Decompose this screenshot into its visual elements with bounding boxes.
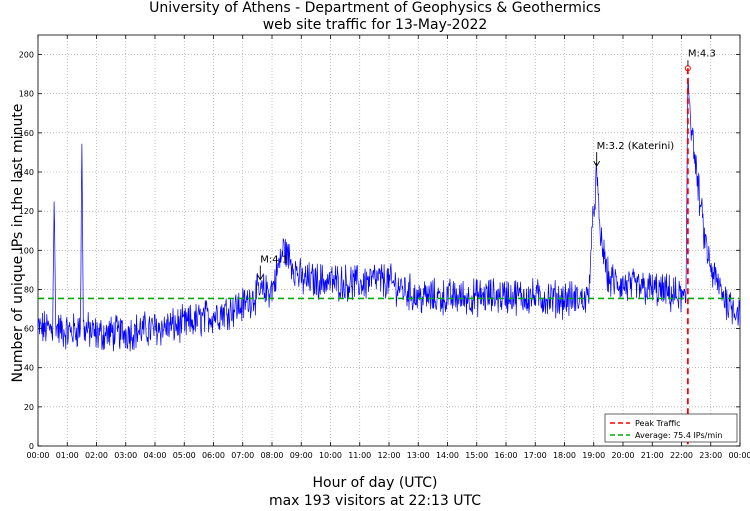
chart-title: University of Athens - Department of Geo…	[149, 0, 601, 16]
x-tick-label: 17:00	[524, 451, 547, 460]
y-tick-label: 100	[19, 246, 34, 255]
x-tick-label: 15:00	[465, 451, 488, 460]
x-tick-label: 10:00	[319, 451, 342, 460]
x-tick-label: 04:00	[143, 451, 166, 460]
y-tick-label: 0	[29, 442, 34, 451]
y-tick-label: 180	[19, 90, 34, 99]
annotation-arrowhead	[256, 274, 264, 281]
x-tick-label: 01:00	[56, 451, 79, 460]
legend-label: Peak Traffic	[635, 419, 681, 428]
annotation-arrowhead	[593, 160, 601, 167]
y-tick-label: 160	[19, 129, 34, 138]
x-tick-label: 07:00	[231, 451, 254, 460]
y-tick-label: 20	[24, 403, 34, 412]
legend-box	[604, 413, 738, 443]
legend-label: Average: 75.4 IPs/min	[635, 431, 722, 440]
x-tick-label: 03:00	[114, 451, 137, 460]
y-tick-label: 80	[24, 285, 34, 294]
x-tick-label: 06:00	[202, 451, 225, 460]
x-tick-label: 21:00	[641, 451, 664, 460]
x-tick-label: 00:00	[26, 451, 49, 460]
plot-area	[38, 35, 740, 446]
x-tick-label: 16:00	[494, 451, 517, 460]
x-tick-label: 13:00	[407, 451, 430, 460]
x-tick-label: 18:00	[553, 451, 576, 460]
x-tick-label: 20:00	[611, 451, 634, 460]
x-tick-label: 22:00	[670, 451, 693, 460]
x-tick-label: 19:00	[582, 451, 605, 460]
annotation-label: M:4.1	[260, 255, 288, 266]
y-tick-label: 140	[19, 168, 34, 177]
y-tick-label: 40	[24, 364, 34, 373]
y-tick-label: 120	[19, 207, 34, 216]
y-tick-label: 60	[24, 325, 34, 334]
x-tick-label: 00:00	[728, 451, 750, 460]
x-tick-label: 12:00	[377, 451, 400, 460]
x-tick-label: 14:00	[436, 451, 459, 460]
chart-footer: max 193 visitors at 22:13 UTC	[268, 493, 482, 509]
chart-subtitle: web site traffic for 13-May-2022	[262, 17, 488, 33]
x-tick-label: 05:00	[173, 451, 196, 460]
x-tick-label: 23:00	[699, 451, 722, 460]
x-tick-label: 09:00	[290, 451, 313, 460]
x-tick-label: 11:00	[348, 451, 371, 460]
annotation-label: M:3.2 (Katerini)	[597, 141, 675, 152]
annotation-label: M:4.3	[688, 48, 716, 59]
x-axis-label: Hour of day (UTC)	[312, 475, 438, 491]
x-tick-label: 08:00	[260, 451, 283, 460]
traffic-series-line	[37, 77, 741, 352]
y-tick-label: 200	[19, 51, 34, 60]
x-tick-label: 02:00	[85, 451, 108, 460]
